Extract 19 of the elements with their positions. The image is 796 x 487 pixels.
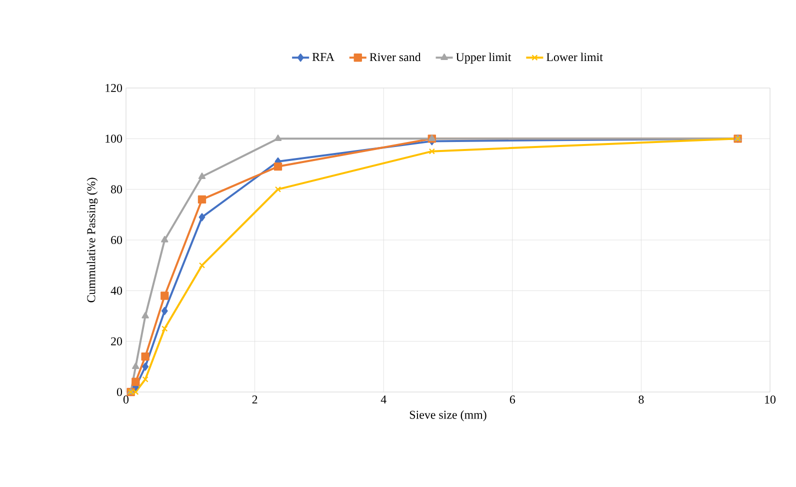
y-tick-label: 120 bbox=[106, 84, 122, 92]
y-tick-label: 100 bbox=[106, 134, 122, 143]
legend-label: Lower limit bbox=[546, 52, 603, 62]
legend-label: RFA bbox=[312, 52, 334, 61]
y-tick-label: 40 bbox=[110, 286, 122, 295]
y-tick-label: 60 bbox=[111, 236, 122, 244]
x-tick-label: 6 bbox=[510, 396, 516, 404]
x-tick-label: 10 bbox=[765, 396, 776, 404]
x-tick-label: 0 bbox=[123, 396, 129, 404]
x-tick-label: 4 bbox=[380, 396, 386, 404]
legend-label: River sand bbox=[370, 52, 421, 62]
x-axis-title: Sieve size (mm) bbox=[410, 410, 486, 422]
x-tick-label: 2 bbox=[252, 396, 258, 404]
y-tick-label: 80 bbox=[110, 185, 122, 194]
y-tick-label: 20 bbox=[111, 337, 122, 346]
legend-label: Upper limit bbox=[456, 52, 512, 64]
x-tick-label: 8 bbox=[638, 396, 644, 404]
y-tick-label: 0 bbox=[116, 388, 122, 396]
y-axis-title: Cummulative Passing (%) bbox=[86, 178, 98, 302]
